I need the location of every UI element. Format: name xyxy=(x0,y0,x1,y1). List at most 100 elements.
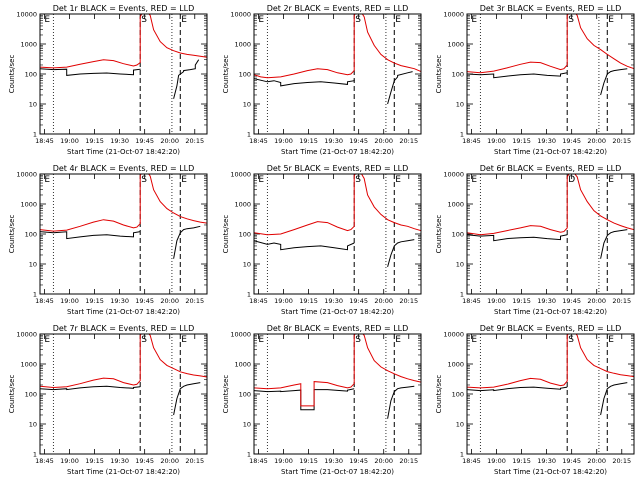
event-marker-label: E xyxy=(181,175,187,185)
x-tick-label: 19:30 xyxy=(324,297,343,305)
x-axis-label: Start Time (21-Oct-07 18:42:20) xyxy=(494,148,607,156)
x-tick-label: 19:30 xyxy=(110,297,129,305)
event-marker-label: E xyxy=(181,15,187,25)
event-marker-label: E xyxy=(44,175,50,185)
series-line-events xyxy=(173,382,201,416)
x-tick-label: 19:00 xyxy=(274,297,293,305)
x-tick-label: 19:30 xyxy=(537,297,556,305)
y-tick-label: 10000 xyxy=(443,331,464,339)
event-marker-label: S xyxy=(141,15,147,25)
panel-6: Det 6r BLACK = Events, RED = LLD Counts/s… xyxy=(435,164,635,316)
x-tick-label: 19:15 xyxy=(85,457,104,465)
y-tick-label: 1 xyxy=(247,451,251,459)
y-tick-label: 1000 xyxy=(447,361,464,369)
panel-8: Det 8r BLACK = Events, RED = LLD Counts/s… xyxy=(222,324,422,476)
x-tick-label: 18:45 xyxy=(35,297,54,305)
x-tick-label: 19:45 xyxy=(349,457,368,465)
y-tick-label: 1000 xyxy=(234,41,251,49)
x-tick-label: 20:15 xyxy=(399,137,418,145)
x-tick-label: 20:15 xyxy=(185,457,204,465)
event-marker-label: E xyxy=(181,335,187,345)
event-marker-label: E xyxy=(258,15,264,25)
event-marker-label: E xyxy=(395,15,401,25)
y-axis-label: Counts/sec xyxy=(8,55,16,94)
event-marker-label: E xyxy=(471,15,477,25)
x-tick-label: 20:00 xyxy=(374,457,393,465)
event-marker-label: E xyxy=(608,175,614,185)
y-tick-label: 10000 xyxy=(443,11,464,19)
y-tick-label: 1000 xyxy=(20,41,37,49)
y-axis-label: Counts/sec xyxy=(435,215,443,254)
event-marker-label: E xyxy=(608,335,614,345)
y-tick-label: 1000 xyxy=(447,201,464,209)
series-line-events xyxy=(387,385,415,419)
event-marker-label: E xyxy=(608,15,614,25)
plot-frame xyxy=(253,13,422,135)
x-tick-label: 20:00 xyxy=(374,137,393,145)
y-tick-label: 10 xyxy=(243,101,251,109)
series-line-events xyxy=(600,382,628,416)
y-axis-label: Counts/sec xyxy=(435,375,443,414)
x-tick-label: 18:45 xyxy=(35,457,54,465)
x-tick-label: 19:00 xyxy=(60,457,79,465)
y-tick-label: 10000 xyxy=(16,11,37,19)
x-tick-label: 20:00 xyxy=(160,457,179,465)
x-tick-label: 20:15 xyxy=(612,137,631,145)
event-marker-label: E xyxy=(471,335,477,345)
y-tick-label: 1 xyxy=(33,131,37,139)
y-tick-label: 10 xyxy=(29,261,37,269)
x-tick-label: 19:45 xyxy=(135,297,154,305)
x-axis-label: Start Time (21-Oct-07 18:42:20) xyxy=(281,308,394,316)
event-marker-label: E xyxy=(471,175,477,185)
x-axis-label: Start Time (21-Oct-07 18:42:20) xyxy=(67,468,180,476)
x-tick-label: 19:45 xyxy=(562,297,581,305)
x-tick-label: 18:45 xyxy=(249,137,268,145)
x-tick-label: 19:00 xyxy=(60,137,79,145)
series-line-lld xyxy=(254,334,421,407)
series-line-lld xyxy=(254,174,421,236)
x-tick-label: 20:15 xyxy=(185,297,204,305)
series-line-events xyxy=(387,71,413,105)
y-tick-label: 100 xyxy=(25,391,37,399)
x-tick-label: 19:00 xyxy=(274,457,293,465)
series-line-events xyxy=(40,385,141,391)
y-tick-label: 10000 xyxy=(230,11,251,19)
y-axis-label: Counts/sec xyxy=(8,375,16,414)
y-tick-label: 10 xyxy=(456,101,464,109)
x-tick-label: 20:15 xyxy=(612,457,631,465)
x-tick-label: 19:00 xyxy=(487,137,506,145)
x-tick-label: 19:15 xyxy=(85,297,104,305)
panel-title: Det 6r BLACK = Events, RED = LLD xyxy=(480,164,622,173)
x-tick-label: 19:45 xyxy=(135,137,154,145)
x-tick-label: 19:30 xyxy=(324,457,343,465)
x-tick-label: 19:15 xyxy=(299,137,318,145)
x-tick-label: 19:15 xyxy=(299,457,318,465)
y-tick-label: 1 xyxy=(33,291,37,299)
x-tick-label: 19:30 xyxy=(110,457,129,465)
event-marker-label: E xyxy=(258,175,264,185)
x-tick-label: 19:00 xyxy=(487,297,506,305)
panel-title: Det 7r BLACK = Events, RED = LLD xyxy=(53,324,195,333)
y-tick-label: 10000 xyxy=(16,171,37,179)
series-line-events xyxy=(467,72,568,79)
x-tick-label: 19:00 xyxy=(487,457,506,465)
x-tick-label: 19:45 xyxy=(562,137,581,145)
series-line-lld xyxy=(467,334,634,389)
y-tick-label: 10000 xyxy=(443,171,464,179)
series-line-events xyxy=(254,78,355,87)
series-line-events xyxy=(40,231,141,240)
y-tick-label: 10 xyxy=(243,421,251,429)
plot-frame xyxy=(466,333,635,455)
x-tick-label: 20:15 xyxy=(399,457,418,465)
panel-7: Det 7r BLACK = Events, RED = LLD Counts/s… xyxy=(8,324,208,476)
x-tick-label: 20:15 xyxy=(612,297,631,305)
y-tick-label: 1000 xyxy=(20,201,37,209)
x-tick-label: 18:45 xyxy=(462,297,481,305)
x-tick-label: 20:15 xyxy=(185,137,204,145)
series-line-lld xyxy=(254,14,421,79)
x-tick-label: 19:00 xyxy=(60,297,79,305)
x-tick-label: 19:30 xyxy=(110,137,129,145)
y-tick-label: 1 xyxy=(460,291,464,299)
y-tick-label: 100 xyxy=(452,391,464,399)
